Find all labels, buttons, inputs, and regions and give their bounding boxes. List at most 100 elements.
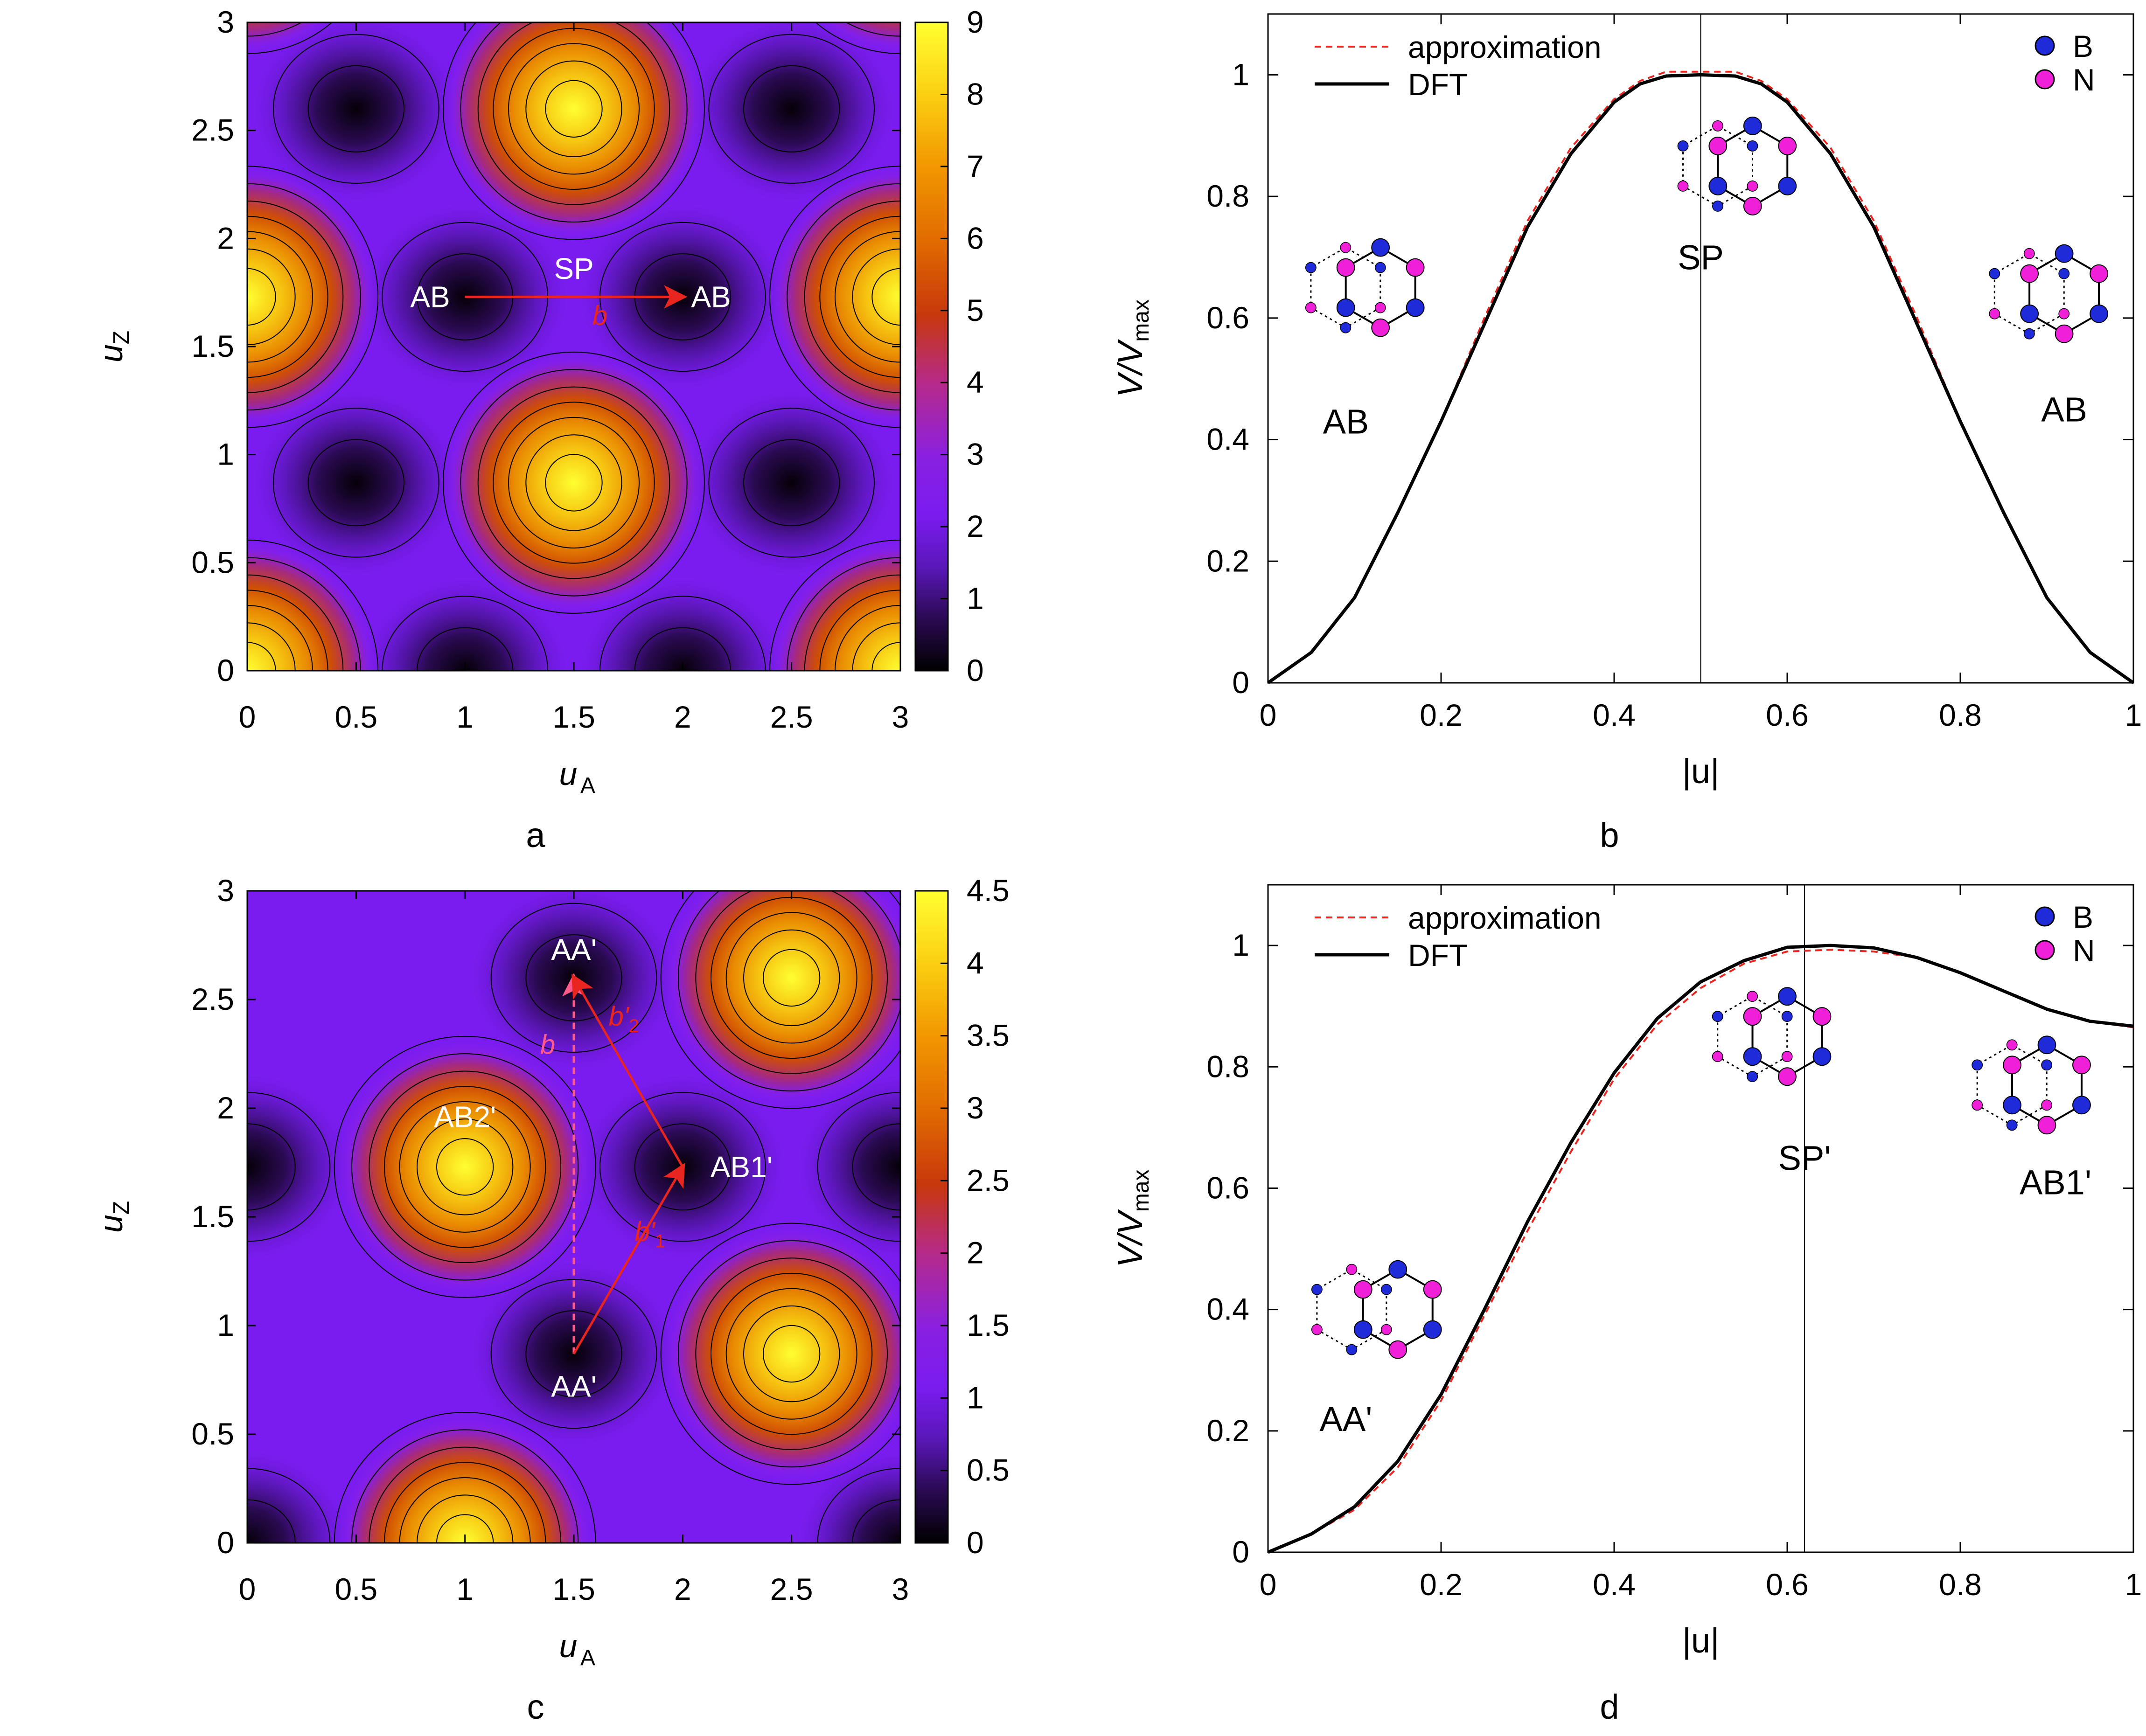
x-tick-label: 1 xyxy=(2125,698,2142,732)
valley-5 xyxy=(247,1445,356,1543)
atom-small xyxy=(1747,140,1758,152)
peak-0 xyxy=(334,1036,596,1298)
atom-large xyxy=(1353,1320,1373,1339)
valley-8 xyxy=(356,0,574,21)
x-axis-label: |u| xyxy=(1682,752,1720,791)
peak-contour-3-2 xyxy=(399,1477,531,1543)
y-tick-label: 1.5 xyxy=(191,1199,234,1234)
panel-label: a xyxy=(526,816,545,854)
x-tick-label: 1 xyxy=(456,1572,474,1606)
peak-1 xyxy=(661,891,900,1109)
point-label: AB2' xyxy=(434,1100,496,1134)
atom-small xyxy=(1747,180,1758,192)
hexagon xyxy=(2011,1043,2083,1126)
colorbar-tick-label: 3 xyxy=(967,437,984,472)
atom-small xyxy=(2041,1059,2053,1071)
colorbar xyxy=(914,890,949,1544)
atom-small xyxy=(1380,1324,1392,1335)
atom-large xyxy=(1743,196,1762,215)
colorbar-tick-label: 4 xyxy=(967,365,984,399)
hexagon xyxy=(2028,252,2100,335)
legend-label: DFT xyxy=(1408,938,1468,972)
colorbar-tick-label: 6 xyxy=(967,221,984,255)
peak-contour-3-0 xyxy=(871,268,900,326)
peak-contour-3-1 xyxy=(852,248,900,346)
atom-small xyxy=(1677,180,1689,192)
point-label: AB1' xyxy=(711,1150,773,1184)
atom-large xyxy=(1812,1007,1832,1026)
legend-label: approximation xyxy=(1408,901,1602,935)
peak-contour-2-4 xyxy=(695,1257,888,1450)
y-axis-label: V/Vmax xyxy=(1111,299,1154,397)
x-tick-label: 0.2 xyxy=(1420,1567,1463,1602)
arrow-label-0: b xyxy=(540,1030,555,1060)
peak-contour-6-3 xyxy=(167,0,327,4)
x-tick-label: 0.4 xyxy=(1593,698,1636,732)
y-tick-label: 1 xyxy=(217,1308,234,1342)
peak-contour-1-1 xyxy=(743,929,840,1027)
x-tick-label: 0.5 xyxy=(334,700,377,734)
structure-label: AB xyxy=(1323,403,1369,441)
atom-large xyxy=(2003,1096,2021,1115)
atom-large xyxy=(1371,238,1390,257)
atom-small xyxy=(1747,991,1758,1002)
atom-large xyxy=(2037,1116,2056,1135)
atom-large xyxy=(1708,176,1728,195)
atom-large xyxy=(1778,176,1797,195)
atom-small xyxy=(1340,242,1352,253)
valley-contour-2-1 xyxy=(273,408,439,558)
peak-contour-1-1 xyxy=(525,434,622,531)
lineplot-b: 0 0.2 0.4 0.6 0.8 1 0 0.2 0.4 0.6 0.8 1 approximatio… xyxy=(1111,13,2142,854)
peak-contour-3-6 xyxy=(769,166,900,428)
x-axis-label: u xyxy=(559,1628,578,1664)
point-label: SP xyxy=(554,252,593,285)
y-axis-label-sub: max xyxy=(1129,1170,1154,1212)
atom-large xyxy=(1406,298,1425,317)
x-tick-label: 0.2 xyxy=(1420,698,1463,732)
atom-large xyxy=(1778,136,1797,155)
point-label: AA' xyxy=(551,1369,597,1403)
atom-large xyxy=(2090,304,2108,323)
y-tick-label: 0 xyxy=(1232,665,1249,700)
valley-contour-0-1 xyxy=(273,34,439,184)
arrow-label-1: b'1 xyxy=(635,1216,666,1251)
atom-small xyxy=(1712,1011,1723,1022)
colorbar-tick-label: 8 xyxy=(967,76,984,111)
atom-large xyxy=(2037,1035,2056,1055)
x-tick-label: 0.6 xyxy=(1766,698,1809,732)
peak-6 xyxy=(247,22,339,58)
y-axis-label-main: V/V xyxy=(1111,1209,1150,1268)
valley-contour-0-0 xyxy=(525,934,622,1021)
peak-contour-1-3 xyxy=(493,402,655,564)
x-tick-label: 0 xyxy=(239,1572,256,1606)
atom-large xyxy=(2003,1055,2021,1075)
atom-large xyxy=(2055,244,2074,263)
y-axis-label-sub: Z xyxy=(109,331,134,344)
x-tick-label: 0 xyxy=(239,700,256,734)
y-tick-label: 0.2 xyxy=(1206,543,1249,578)
valley-contour-7-1 xyxy=(599,596,766,671)
y-tick-label: 3 xyxy=(217,5,234,39)
peak-contour-0-4 xyxy=(369,1070,562,1264)
peak-contour-1-6 xyxy=(443,351,705,614)
valley-1 xyxy=(683,22,900,207)
atom-small xyxy=(1305,302,1317,313)
atom-small xyxy=(1712,1051,1723,1062)
atom-large xyxy=(2055,324,2074,343)
colorbar-tick-label: 1 xyxy=(967,581,984,616)
peak-contour-0-1 xyxy=(417,1118,514,1215)
plot-frame xyxy=(1267,884,2134,1553)
valley-0 xyxy=(247,22,465,207)
y-tick-label: 3 xyxy=(217,873,234,908)
valley-contour-3-0 xyxy=(743,439,840,527)
peak-3 xyxy=(765,162,900,432)
y-tick-label: 0 xyxy=(217,653,234,687)
atom-small xyxy=(1781,1051,1793,1062)
peak-0 xyxy=(439,22,709,244)
arrow-label-main: b' xyxy=(609,1001,630,1032)
peak-1 xyxy=(439,347,709,618)
colorbar xyxy=(914,21,949,672)
atom-large xyxy=(1336,258,1355,277)
valley-contour-1-1 xyxy=(490,1278,657,1429)
y-tick-label: 0.2 xyxy=(1206,1413,1249,1448)
